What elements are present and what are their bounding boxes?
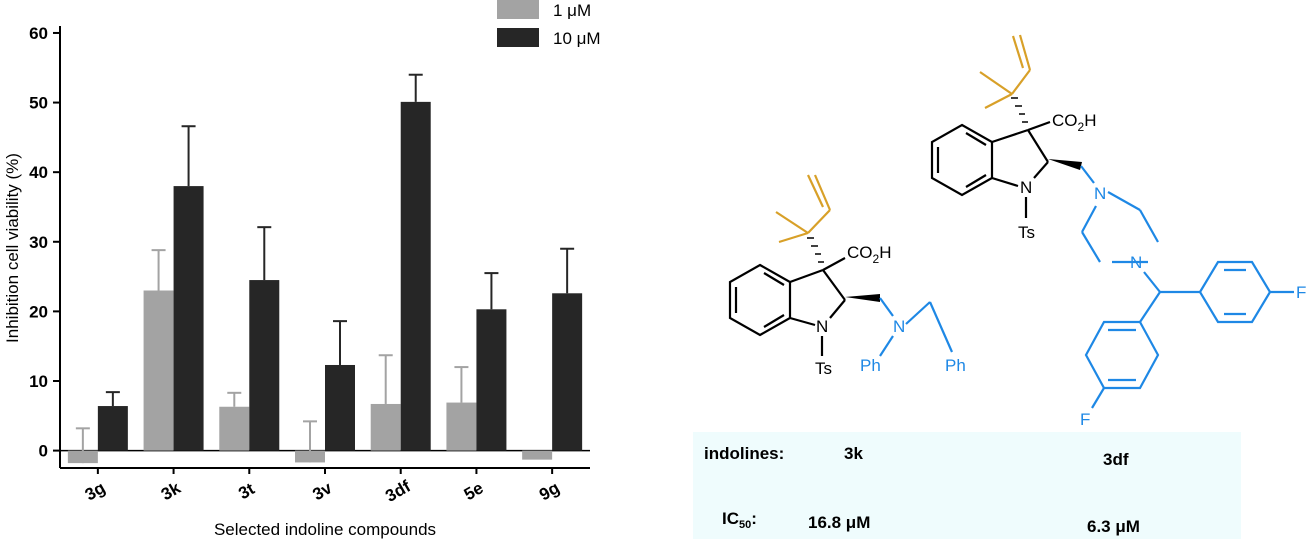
structure-3k: CO2H N Ts N Ph Ph: [728, 174, 966, 378]
atom-label: Ts: [815, 359, 832, 378]
y-tick-label: 60: [29, 24, 48, 43]
bar: [325, 364, 355, 451]
table-cell: 3df: [1103, 450, 1129, 469]
table-background: [693, 432, 1241, 539]
atom-label: Ph: [860, 356, 881, 375]
legend-label: 10 μM: [553, 29, 601, 48]
y-tick-label: 50: [29, 94, 48, 113]
bar: [219, 406, 250, 451]
x-axis-label: Selected indoline compounds: [214, 520, 436, 539]
x-tick-label: 3df: [382, 476, 414, 505]
legend-label: 1 μM: [553, 1, 591, 20]
table-cell: 3k: [844, 444, 863, 463]
atom-label: N: [893, 317, 905, 336]
x-tick-label: 3k: [158, 478, 184, 504]
y-tick-label: 0: [39, 442, 48, 461]
atom-label: Ts: [1018, 223, 1035, 242]
table-cell: 16.8 μM: [808, 513, 870, 532]
table-cell: indolines:: [704, 444, 784, 463]
atom-label: N: [1020, 178, 1032, 197]
legend-swatch: [497, 0, 539, 19]
atom-label: F: [1296, 283, 1306, 302]
atom-label: F: [1080, 410, 1090, 429]
x-tick-label: 9g: [536, 478, 563, 504]
bar: [249, 280, 280, 451]
bar: [522, 450, 553, 460]
atom-label: N: [1094, 184, 1106, 203]
bar: [476, 309, 507, 451]
co2h-label: CO2H: [847, 243, 891, 266]
bar: [552, 293, 583, 451]
co2h-label: CO2H: [1052, 111, 1096, 134]
bar: [446, 402, 477, 451]
table-cell: IC50:: [722, 509, 757, 531]
x-tick-label: 3g: [82, 478, 109, 504]
y-tick-label: 30: [29, 233, 48, 252]
bar: [370, 403, 401, 451]
legend-swatch: [497, 28, 539, 47]
bar: [173, 186, 204, 451]
x-tick-label: 3t: [235, 479, 258, 503]
structure-3df: CO2H N Ts N N F F: [930, 34, 1306, 429]
y-tick-label: 20: [29, 302, 48, 321]
y-tick-label: 40: [29, 163, 48, 182]
bar: [143, 290, 174, 451]
y-tick-label: 10: [29, 372, 48, 391]
x-tick-label: 5e: [461, 478, 487, 504]
atom-label: Ph: [945, 356, 966, 375]
table-cell: 6.3 μM: [1087, 517, 1140, 536]
y-axis-label: Inhibition cell viability (%): [3, 153, 22, 343]
bar: [400, 101, 431, 451]
atom-label: N: [1130, 253, 1142, 272]
atom-label: N: [816, 317, 828, 336]
x-tick-label: 3v: [309, 478, 335, 504]
bar: [97, 406, 128, 451]
